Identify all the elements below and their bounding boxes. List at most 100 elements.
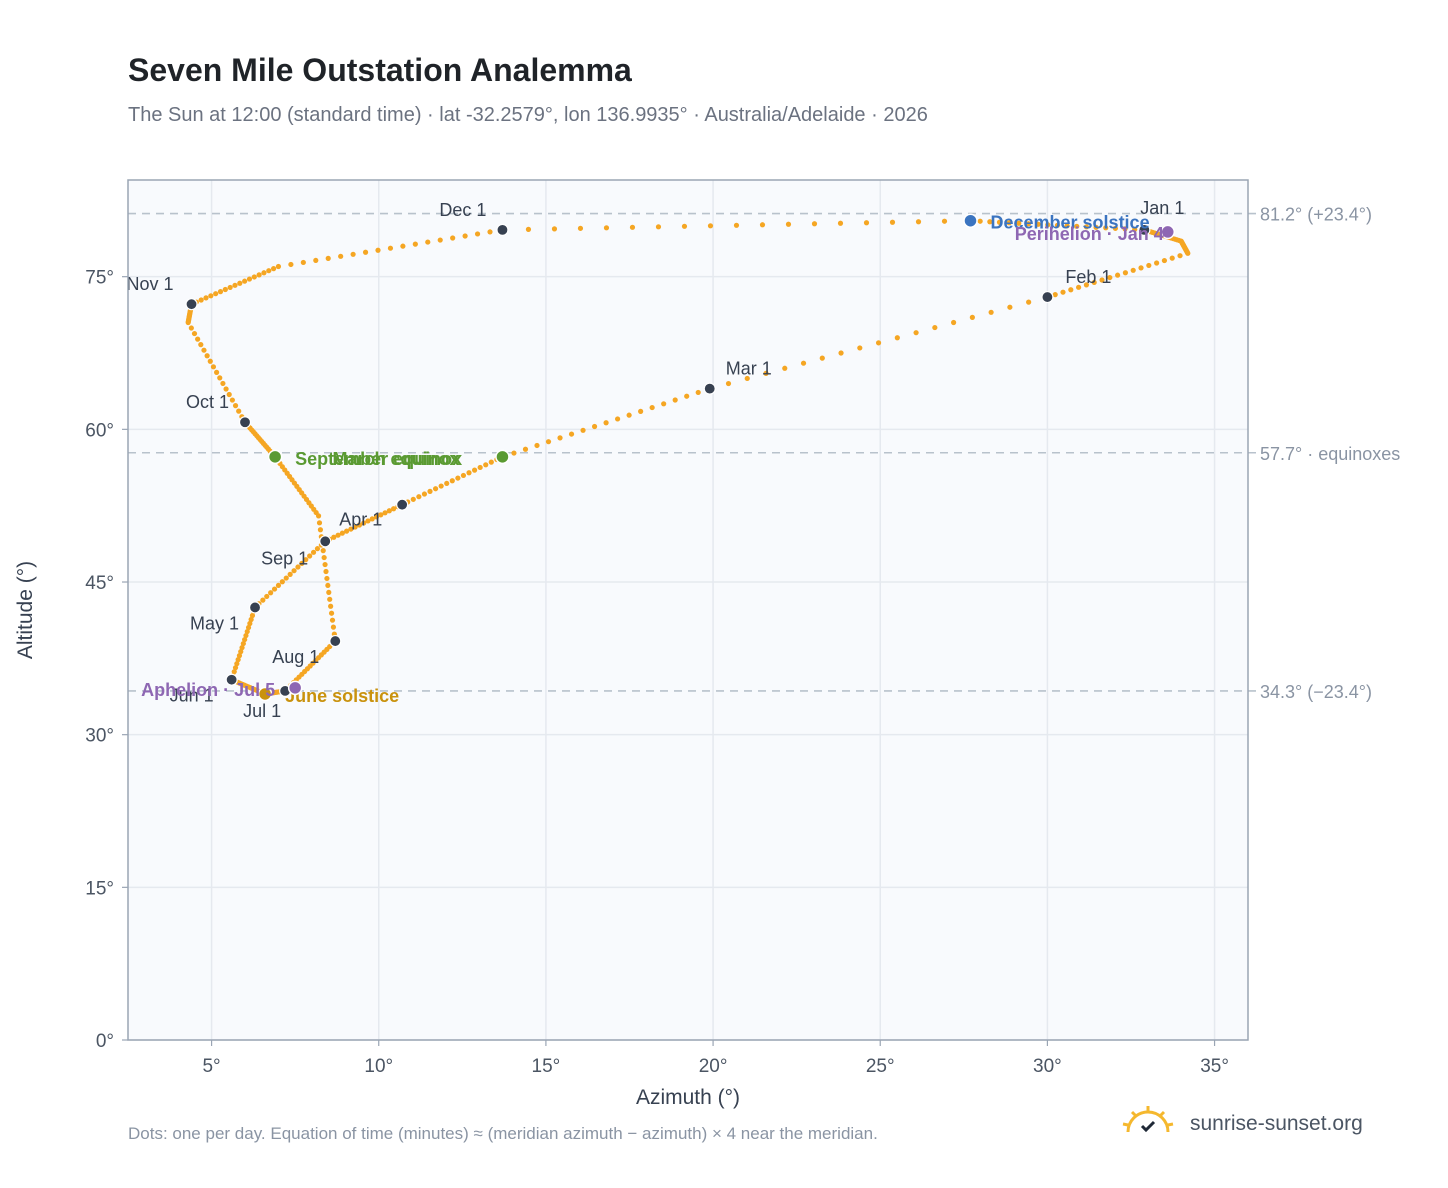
- day-dot: [1045, 222, 1051, 228]
- sun-logo-icon: [1122, 1106, 1174, 1133]
- chart-title: Seven Mile Outstation Analemma: [128, 52, 632, 88]
- day-dot: [362, 249, 369, 255]
- reference-line-label: 34.3° (−23.4°): [1260, 682, 1372, 702]
- month-markers: Jan 1 Feb 1 Mar 1 Apr 1 May 1 Jun 1 Jul 1 Aug 1…: [126, 198, 1184, 721]
- day-dot: [483, 462, 489, 468]
- day-dot: [811, 221, 818, 227]
- day-dot: [545, 439, 552, 445]
- day-dot: [222, 286, 228, 293]
- day-dot: [525, 226, 532, 232]
- day-dot: [348, 526, 354, 532]
- day-dot: [707, 223, 714, 229]
- month-marker-label: Aug 1: [272, 647, 319, 667]
- day-dot: [217, 289, 224, 295]
- day-dot: [996, 219, 1003, 225]
- day-dot: [557, 435, 563, 441]
- day-dot: [195, 336, 201, 342]
- day-dot: [672, 397, 678, 403]
- brand-badge[interactable]: sunrise-sunset.org: [1120, 1102, 1400, 1148]
- day-dot: [580, 427, 586, 433]
- day-dot: [1132, 226, 1138, 232]
- day-dot: [522, 446, 529, 452]
- plot-background: [128, 180, 1248, 1040]
- day-dot: [213, 369, 220, 375]
- day-dot: [244, 628, 250, 635]
- day-dot: [331, 534, 337, 540]
- day-dot: [229, 397, 235, 403]
- day-dot: [237, 280, 243, 286]
- day-dot: [400, 243, 406, 249]
- day-dot: [1177, 253, 1183, 259]
- axis-ticks: 5° 10° 15° 20° 25° 30° 35° 0° 15° 30° 45° 60° 75°: [85, 268, 1229, 1077]
- y-axis-label: Altitude (°): [14, 561, 37, 659]
- month-marker-label: Mar 1: [726, 359, 772, 379]
- event-marker-label: Aphelion · Jul 5: [141, 680, 275, 700]
- day-dot: [603, 420, 609, 426]
- month-marker-label: Jul 1: [243, 701, 281, 721]
- day-dot: [238, 649, 244, 655]
- day-dot: [894, 335, 900, 341]
- day-dot: [460, 472, 467, 479]
- day-dot: [227, 284, 233, 291]
- day-dot: [684, 393, 690, 399]
- day-dot: [328, 603, 334, 609]
- day-dot: [951, 319, 957, 326]
- month-marker-label: Apr 1: [339, 509, 382, 529]
- x-tick-label: 30°: [1033, 1056, 1062, 1077]
- day-dot: [323, 568, 329, 575]
- day-dot: [875, 340, 882, 346]
- day-dot: [361, 520, 367, 526]
- day-dot: [1083, 224, 1090, 230]
- day-dot: [275, 582, 282, 589]
- day-dot: [236, 653, 243, 659]
- day-dot: [681, 223, 688, 229]
- y-tick-label: 60°: [85, 420, 114, 441]
- x-axis-label: Azimuth (°): [636, 1086, 740, 1109]
- day-dot: [213, 291, 219, 297]
- event-marker-label: Perihelion · Jan 4: [1015, 224, 1164, 244]
- day-dot: [240, 640, 246, 647]
- day-dot: [857, 345, 863, 351]
- day-dot: [1093, 224, 1099, 230]
- day-dot: [246, 276, 253, 282]
- day-dot: [661, 401, 667, 407]
- day-dot: [335, 532, 341, 538]
- month-marker-dot: [319, 535, 332, 548]
- day-dot: [248, 616, 254, 623]
- x-tick-label: 25°: [866, 1056, 895, 1077]
- day-dot: [325, 255, 331, 261]
- day-dot: [295, 564, 301, 570]
- day-dot: [785, 221, 792, 227]
- day-dot: [356, 522, 363, 528]
- day-dot: [412, 241, 418, 247]
- day-dot: [1026, 299, 1032, 305]
- day-dot: [568, 431, 575, 437]
- day-dot: [941, 218, 948, 224]
- day-dot: [208, 293, 214, 299]
- month-marker-dot: [703, 382, 716, 395]
- day-dot: [1107, 274, 1113, 281]
- day-dot: [462, 233, 468, 239]
- month-marker-dot: [248, 601, 262, 614]
- day-dot: [444, 480, 450, 487]
- month-marker-label: Feb 1: [1065, 267, 1111, 287]
- day-dot: [410, 496, 416, 502]
- day-dot: [425, 239, 431, 245]
- day-dot: [969, 314, 975, 320]
- day-dot: [759, 222, 766, 228]
- day-dot: [317, 527, 324, 533]
- day-dot: [1115, 272, 1121, 278]
- day-dot: [1007, 304, 1013, 310]
- day-dot: [320, 548, 326, 554]
- day-dot: [889, 219, 896, 225]
- day-dot: [1052, 292, 1058, 298]
- day-dot: [271, 586, 278, 592]
- day-dot: [300, 259, 306, 266]
- day-dot: [1006, 220, 1012, 226]
- day-dot: [1016, 220, 1022, 226]
- day-dot: [733, 222, 740, 228]
- day-dot: [1161, 257, 1168, 264]
- day-dot: [915, 219, 922, 225]
